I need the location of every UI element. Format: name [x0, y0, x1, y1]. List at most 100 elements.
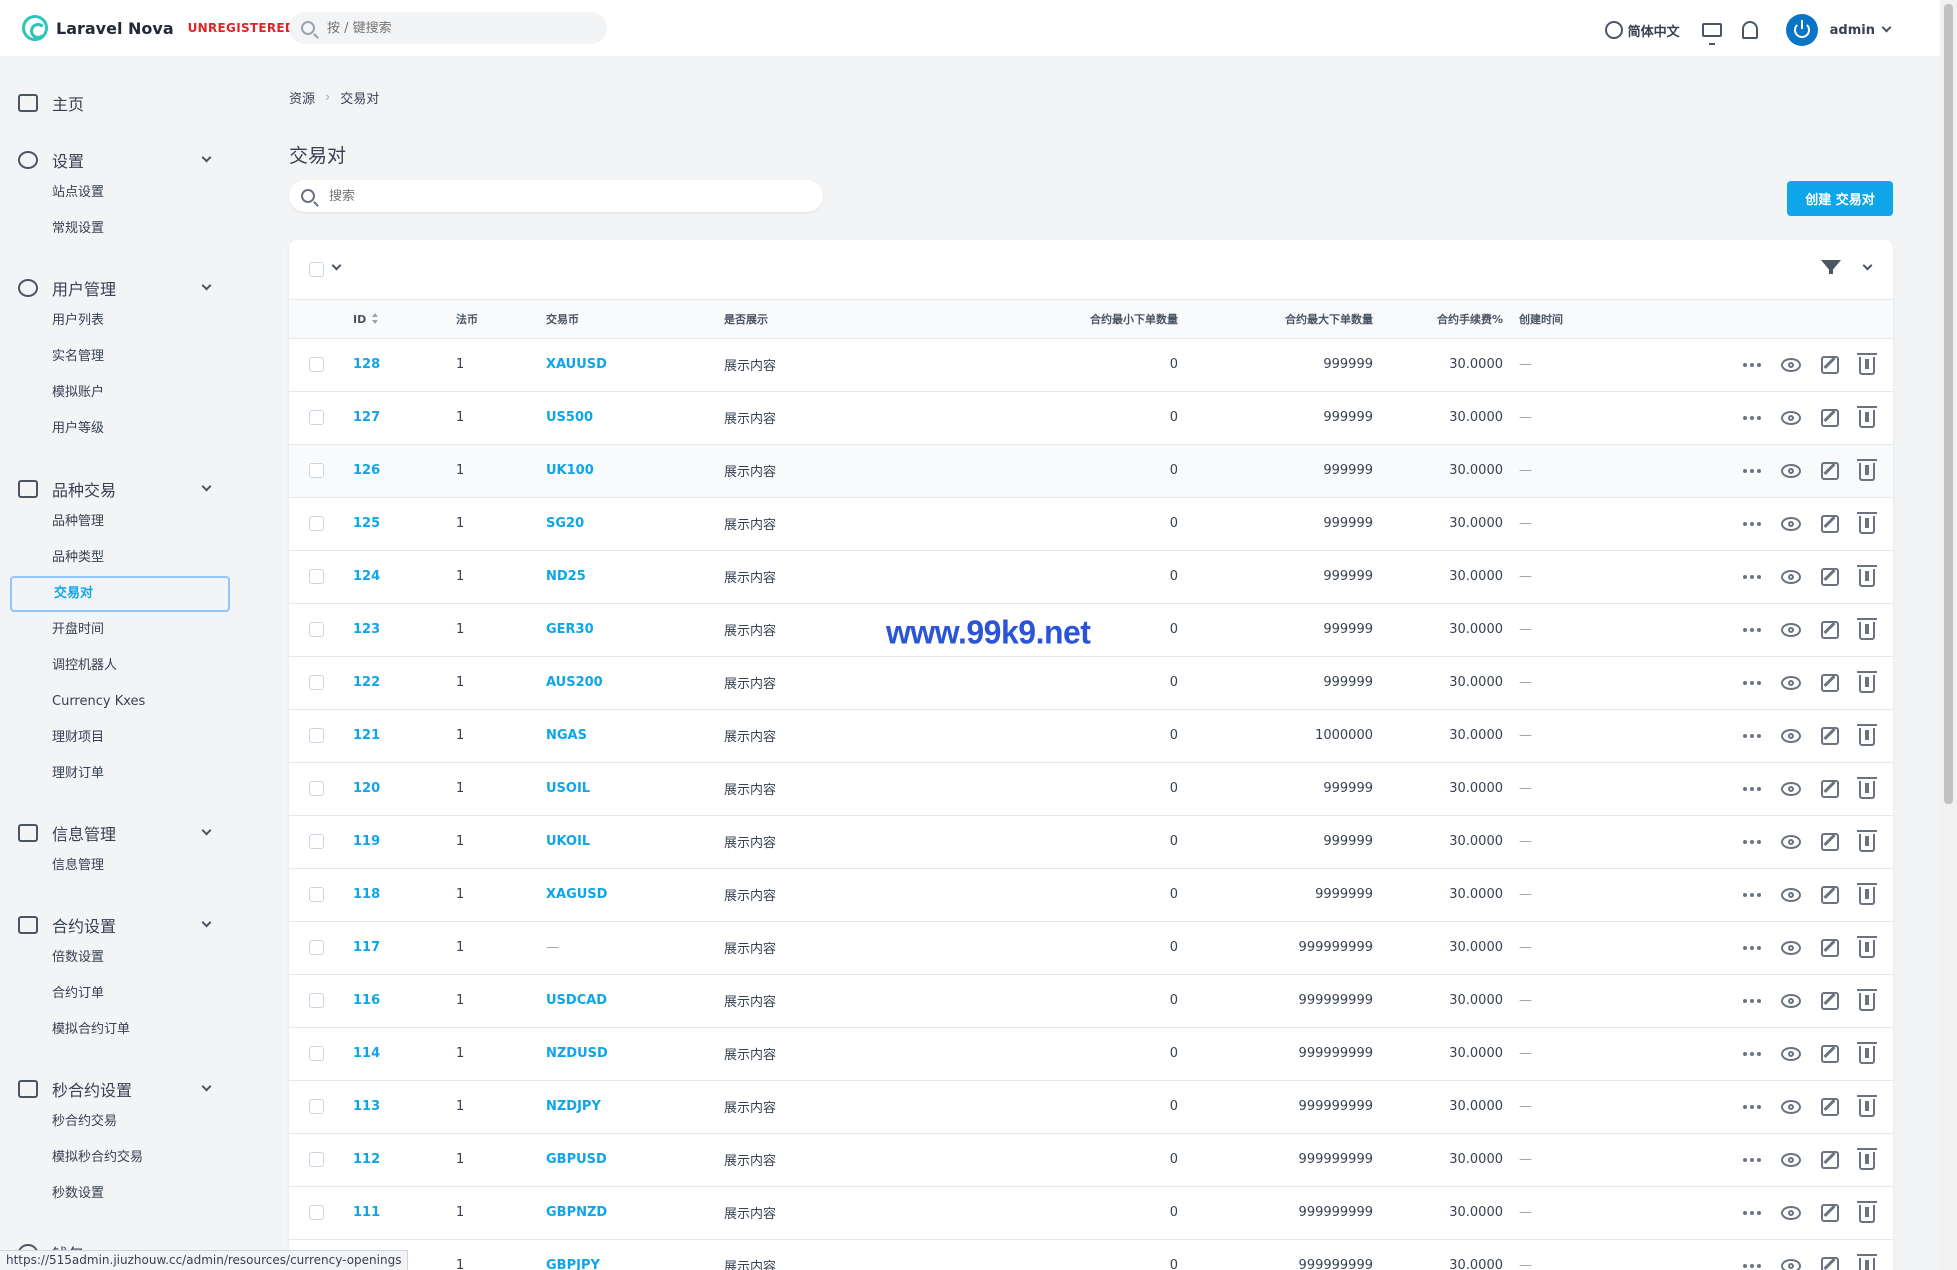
- row-checkbox[interactable]: [309, 1099, 324, 1114]
- row-coin[interactable]: US500: [546, 410, 594, 425]
- user-menu[interactable]: admin: [1830, 22, 1892, 38]
- resource-search[interactable]: [289, 180, 823, 212]
- eye-icon[interactable]: [1781, 622, 1801, 637]
- sidebar-group-header[interactable]: 秒合约设置: [0, 1074, 240, 1104]
- sidebar-item[interactable]: 理财项目: [52, 730, 105, 745]
- sort-icon[interactable]: [372, 313, 379, 325]
- sidebar-item[interactable]: 倍数设置: [52, 950, 105, 965]
- sidebar-group-header[interactable]: 合约设置: [0, 910, 240, 940]
- column-header-id[interactable]: ID: [353, 300, 456, 338]
- edit-icon[interactable]: [1821, 673, 1839, 692]
- sidebar-item[interactable]: 用户等级: [52, 421, 105, 436]
- edit-icon[interactable]: [1821, 461, 1839, 480]
- row-checkbox[interactable]: [309, 834, 324, 849]
- more-icon[interactable]: [1743, 415, 1761, 420]
- trash-icon[interactable]: [1857, 883, 1877, 905]
- row-coin[interactable]: UK100: [546, 463, 594, 478]
- eye-icon[interactable]: [1781, 675, 1801, 690]
- edit-icon[interactable]: [1821, 1097, 1839, 1116]
- row-checkbox[interactable]: [309, 993, 324, 1008]
- row-checkbox[interactable]: [309, 940, 324, 955]
- sidebar-item[interactable]: 秒数设置: [52, 1186, 105, 1201]
- eye-icon[interactable]: [1781, 357, 1801, 372]
- sidebar-item[interactable]: 理财订单: [52, 766, 105, 781]
- row-id-link[interactable]: 127: [353, 410, 381, 425]
- edit-icon[interactable]: [1821, 938, 1839, 957]
- table-row[interactable]: 122 1 AUS200 展示内容 0 999999 30.0000 —: [289, 656, 1893, 709]
- sidebar-item[interactable]: 实名管理: [52, 349, 105, 364]
- sidebar-item[interactable]: 模拟账户: [52, 385, 105, 400]
- eye-icon[interactable]: [1781, 887, 1801, 902]
- eye-icon[interactable]: [1781, 1099, 1801, 1114]
- row-id-link[interactable]: 124: [353, 569, 381, 584]
- row-coin[interactable]: AUS200: [546, 675, 603, 690]
- trash-icon[interactable]: [1857, 618, 1877, 640]
- table-row[interactable]: 117 1 — 展示内容 0 999999999 30.0000 —: [289, 921, 1893, 974]
- more-icon[interactable]: [1743, 468, 1761, 473]
- row-id-link[interactable]: 125: [353, 516, 381, 531]
- sidebar-item[interactable]: 调控机器人: [52, 658, 118, 673]
- scrollbar-thumb[interactable]: [1944, 4, 1953, 804]
- row-coin[interactable]: USDCAD: [546, 993, 608, 1008]
- table-row[interactable]: 112 1 GBPUSD 展示内容 0 999999999 30.0000 —: [289, 1133, 1893, 1186]
- bell-icon[interactable]: [1741, 21, 1758, 39]
- row-coin[interactable]: NGAS: [546, 728, 587, 743]
- trash-icon[interactable]: [1857, 936, 1877, 958]
- more-icon[interactable]: [1743, 998, 1761, 1003]
- table-row[interactable]: 127 1 US500 展示内容 0 999999 30.0000 —: [289, 391, 1893, 444]
- more-icon[interactable]: [1743, 733, 1761, 738]
- select-all-checkbox[interactable]: [309, 262, 324, 277]
- edit-icon[interactable]: [1821, 567, 1839, 586]
- row-coin[interactable]: ND25: [546, 569, 586, 584]
- row-checkbox[interactable]: [309, 781, 324, 796]
- sidebar-item[interactable]: 常规设置: [52, 221, 105, 236]
- row-id-link[interactable]: 126: [353, 463, 381, 478]
- row-coin[interactable]: XAGUSD: [546, 887, 608, 902]
- edit-icon[interactable]: [1821, 1256, 1839, 1270]
- table-row[interactable]: 128 1 XAUUSD 展示内容 0 999999 30.0000 —: [289, 338, 1893, 391]
- row-checkbox[interactable]: [309, 357, 324, 372]
- eye-icon[interactable]: [1781, 1258, 1801, 1270]
- table-row[interactable]: 118 1 XAGUSD 展示内容 0 9999999 30.0000 —: [289, 868, 1893, 921]
- trash-icon[interactable]: [1857, 406, 1877, 428]
- eye-icon[interactable]: [1781, 993, 1801, 1008]
- eye-icon[interactable]: [1781, 1152, 1801, 1167]
- row-coin[interactable]: UKOIL: [546, 834, 591, 849]
- row-id-link[interactable]: 112: [353, 1152, 381, 1167]
- row-id-link[interactable]: 118: [353, 887, 381, 902]
- sidebar-item-active[interactable]: 交易对: [10, 576, 230, 612]
- more-icon[interactable]: [1743, 945, 1761, 950]
- edit-icon[interactable]: [1821, 408, 1839, 427]
- row-checkbox[interactable]: [309, 887, 324, 902]
- edit-icon[interactable]: [1821, 620, 1839, 639]
- trash-icon[interactable]: [1857, 1095, 1877, 1117]
- row-id-link[interactable]: 123: [353, 622, 381, 637]
- resource-search-input[interactable]: [329, 188, 809, 204]
- page-scrollbar[interactable]: [1940, 0, 1957, 1270]
- app-logo[interactable]: Laravel Nova UNREGISTERED: [22, 15, 295, 41]
- chevron-down-icon[interactable]: [331, 260, 342, 271]
- global-search[interactable]: [289, 12, 607, 44]
- filter-icon[interactable]: [1821, 260, 1841, 274]
- row-checkbox[interactable]: [309, 1152, 324, 1167]
- more-icon[interactable]: [1743, 839, 1761, 844]
- create-button[interactable]: 创建 交易对: [1787, 181, 1893, 216]
- row-checkbox[interactable]: [309, 1205, 324, 1220]
- sidebar-item[interactable]: 品种管理: [52, 514, 105, 529]
- chevron-down-icon[interactable]: [1862, 260, 1873, 271]
- row-checkbox[interactable]: [309, 463, 324, 478]
- sidebar-item[interactable]: Currency Kxes: [52, 694, 146, 709]
- row-checkbox[interactable]: [309, 410, 324, 425]
- edit-icon[interactable]: [1821, 1203, 1839, 1222]
- row-id-link[interactable]: 113: [353, 1099, 381, 1114]
- more-icon[interactable]: [1743, 574, 1761, 579]
- sidebar-item[interactable]: 信息管理: [52, 858, 105, 873]
- table-row[interactable]: 120 1 USOIL 展示内容 0 999999 30.0000 —: [289, 762, 1893, 815]
- eye-icon[interactable]: [1781, 834, 1801, 849]
- edit-icon[interactable]: [1821, 355, 1839, 374]
- row-coin[interactable]: GBPNZD: [546, 1205, 608, 1220]
- row-coin[interactable]: GBPUSD: [546, 1152, 607, 1167]
- sidebar-group-header[interactable]: 信息管理: [0, 818, 240, 848]
- eye-icon[interactable]: [1781, 728, 1801, 743]
- table-row[interactable]: 119 1 UKOIL 展示内容 0 999999 30.0000 —: [289, 815, 1893, 868]
